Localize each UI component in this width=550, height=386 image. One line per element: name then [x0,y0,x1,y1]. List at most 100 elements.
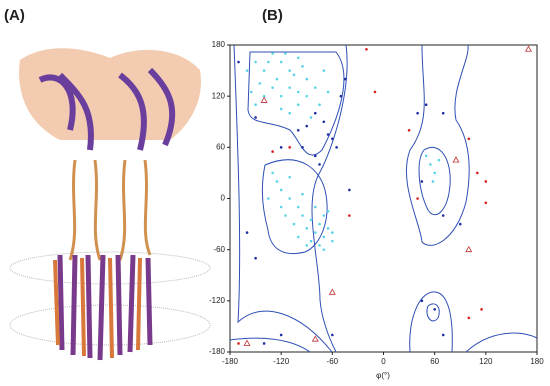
point [433,308,436,311]
plot: φ(°) -180 -120 -60 0 60 120 180 -180 -120 -60 0 60 1… [209,40,544,380]
point [313,86,317,89]
point [313,111,317,115]
point [288,197,291,200]
point [279,205,283,209]
point [318,103,321,106]
contour [261,159,328,254]
point [309,116,313,119]
point [296,56,300,60]
point [348,214,351,217]
point [452,156,460,163]
point [254,256,257,260]
point [467,137,471,141]
point [254,60,257,64]
point [305,77,309,81]
y-tick-label: 120 [212,91,226,100]
point [275,180,279,183]
point [331,239,334,243]
point [279,333,283,337]
point [309,218,313,222]
point [331,333,334,337]
point [271,171,274,175]
contour [409,291,453,353]
contour [247,51,345,156]
point [326,209,330,213]
point [237,60,240,64]
point [301,192,304,196]
point [416,111,419,115]
point [279,94,283,98]
x-tick-label: 120 [479,357,493,366]
point [484,201,488,205]
point [331,137,334,141]
x-axis-label: φ(°) [376,371,390,380]
y-tick-label: 180 [212,40,226,49]
point [326,227,330,230]
transmembrane-helix [57,254,153,361]
point [262,94,266,98]
point [301,214,304,217]
y-tick-label: -120 [209,296,226,305]
point [284,52,287,55]
point [258,82,262,85]
point [326,90,330,94]
point [305,227,309,230]
point [267,60,270,64]
point [296,128,300,132]
contour [405,44,470,246]
point [288,175,291,179]
point [322,235,326,239]
point [267,197,270,200]
point [339,94,343,98]
point [465,245,473,253]
point [322,248,326,251]
point [296,90,300,94]
point [322,120,326,124]
point [301,65,304,68]
point [313,205,317,209]
y-tick-label: -60 [213,245,225,254]
linker [68,159,152,261]
point [424,154,428,158]
point [318,244,321,247]
point [305,244,309,247]
point [313,231,317,234]
point [431,180,435,183]
point [467,316,471,320]
point [296,205,300,209]
membrane-disc [9,251,211,285]
y-tick-label: 0 [221,194,226,203]
x-tick-label: -60 [327,357,339,366]
point [313,154,317,158]
point [279,188,283,192]
helix [38,67,176,151]
point [476,171,479,175]
point [275,77,279,81]
x-tick-label: 180 [530,357,544,366]
contour [418,147,451,216]
point [284,214,287,217]
point [271,150,274,153]
point [305,94,309,98]
x-tick-label: 0 [381,357,386,366]
point [237,342,240,345]
point [292,222,296,226]
point [433,171,436,175]
point [328,288,336,295]
point [262,69,266,72]
x-tick-label: -180 [222,357,239,366]
point [271,86,274,89]
point [373,90,377,94]
point [271,52,274,55]
point [335,146,338,149]
panel-label: (B) [262,7,283,24]
plot-frame [229,44,538,353]
point [365,47,368,51]
point [484,180,488,183]
point [296,103,300,106]
point [416,197,419,200]
point [260,96,268,103]
point [524,45,532,52]
point [441,111,445,115]
transmembrane-helix [53,257,142,359]
